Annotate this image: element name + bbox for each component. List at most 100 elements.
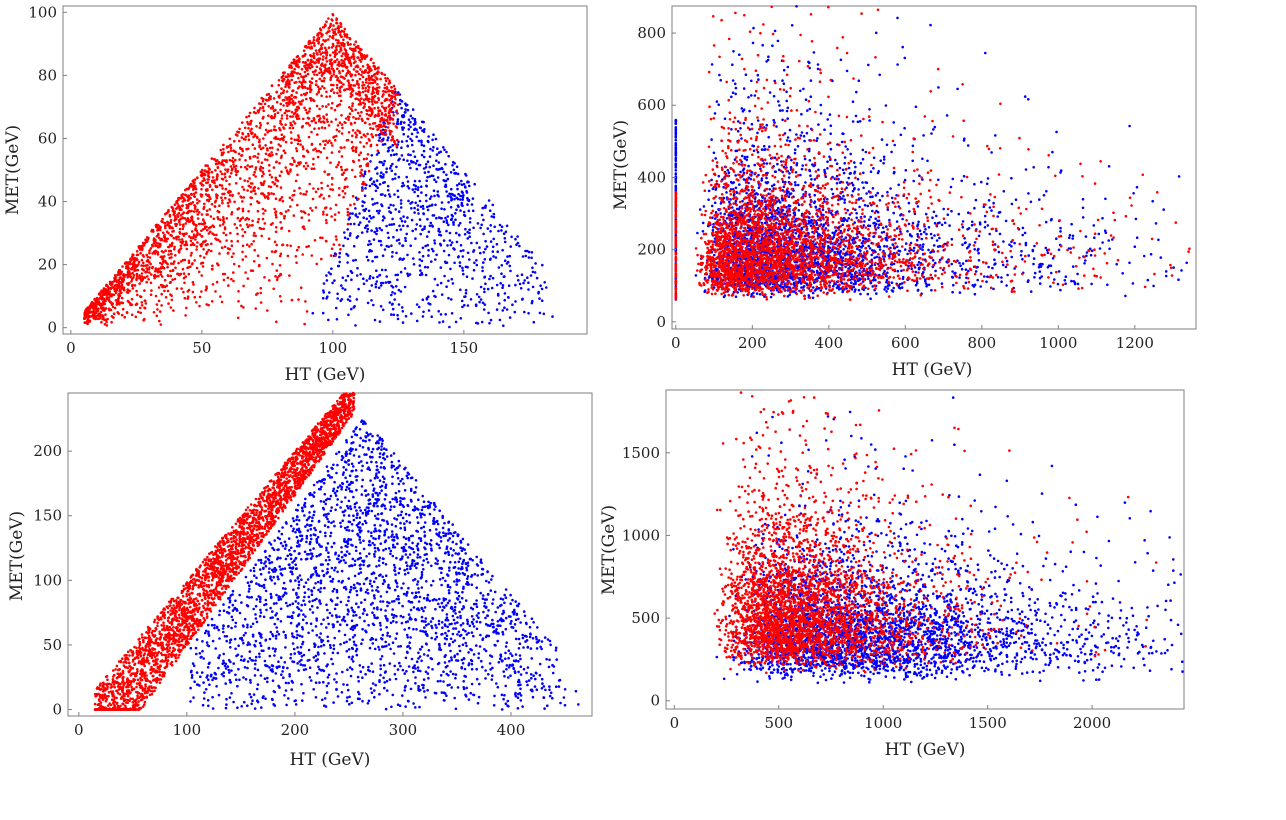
blue-data-point bbox=[415, 185, 418, 188]
blue-data-point bbox=[398, 210, 401, 213]
red-data-point bbox=[205, 285, 208, 288]
blue-data-point bbox=[368, 210, 371, 213]
blue-data-point bbox=[406, 225, 409, 228]
red-data-point bbox=[159, 262, 162, 265]
blue-data-point bbox=[801, 131, 804, 134]
red-data-point bbox=[271, 263, 274, 266]
red-data-point bbox=[226, 170, 229, 173]
blue-data-point bbox=[872, 187, 875, 190]
red-data-point bbox=[228, 183, 231, 186]
red-data-point bbox=[305, 92, 308, 95]
blue-data-point bbox=[423, 150, 426, 153]
blue-data-point bbox=[959, 291, 962, 294]
red-data-point bbox=[314, 61, 317, 64]
red-data-point bbox=[271, 222, 274, 225]
blue-data-point bbox=[448, 326, 451, 329]
red-data-point bbox=[183, 272, 186, 275]
blue-data-point bbox=[380, 305, 383, 308]
red-data-point bbox=[291, 199, 294, 202]
blue-data-point bbox=[531, 251, 534, 254]
red-data-point bbox=[332, 188, 335, 191]
blue-data-point bbox=[1055, 131, 1058, 134]
blue-data-point bbox=[431, 149, 434, 152]
red-data-point bbox=[362, 65, 365, 68]
red-data-point bbox=[237, 290, 240, 293]
red-data-point bbox=[236, 227, 239, 230]
red-data-point bbox=[247, 135, 250, 138]
red-data-point bbox=[289, 127, 292, 130]
blue-data-point bbox=[519, 283, 522, 286]
red-data-point bbox=[292, 103, 295, 106]
blue-data-point bbox=[861, 242, 864, 245]
blue-data-point bbox=[361, 200, 364, 203]
blue-data-point bbox=[440, 313, 443, 316]
red-data-point bbox=[184, 217, 187, 220]
red-data-point bbox=[320, 35, 323, 38]
red-data-point bbox=[393, 105, 396, 108]
red-data-point bbox=[168, 226, 171, 229]
blue-data-point bbox=[735, 87, 738, 90]
red-data-point bbox=[190, 217, 193, 220]
red-data-point bbox=[300, 94, 303, 97]
red-data-point bbox=[283, 149, 286, 152]
red-data-point bbox=[316, 53, 319, 56]
red-data-point bbox=[336, 79, 339, 82]
red-data-point bbox=[275, 244, 278, 247]
blue-data-point bbox=[765, 177, 768, 180]
blue-data-point bbox=[912, 180, 915, 183]
blue-data-point bbox=[511, 303, 514, 306]
red-data-point bbox=[340, 75, 343, 78]
red-data-point bbox=[294, 71, 297, 74]
blue-data-point bbox=[912, 249, 915, 252]
red-data-point bbox=[173, 210, 176, 213]
red-data-point bbox=[206, 209, 209, 212]
red-data-point bbox=[321, 62, 324, 65]
red-data-point bbox=[257, 218, 260, 221]
red-data-point bbox=[276, 101, 279, 104]
red-data-point bbox=[127, 266, 130, 269]
blue-data-point bbox=[731, 206, 734, 209]
red-data-point bbox=[334, 139, 337, 142]
red-data-point bbox=[356, 129, 359, 132]
blue-data-point bbox=[431, 139, 434, 142]
blue-data-point bbox=[834, 159, 837, 162]
red-data-point bbox=[196, 245, 199, 248]
blue-data-point bbox=[483, 251, 486, 254]
blue-data-point bbox=[323, 282, 326, 285]
red-data-point bbox=[309, 207, 312, 210]
red-data-point bbox=[321, 51, 324, 54]
red-data-point bbox=[123, 316, 126, 319]
red-data-point bbox=[222, 273, 225, 276]
red-data-point bbox=[234, 159, 237, 162]
red-data-point bbox=[357, 98, 360, 101]
red-data-point bbox=[230, 147, 233, 150]
red-data-point bbox=[275, 153, 278, 156]
red-data-point bbox=[377, 71, 380, 74]
red-data-point bbox=[307, 117, 310, 120]
red-data-point bbox=[324, 207, 327, 210]
red-data-point bbox=[274, 177, 277, 180]
blue-data-point bbox=[1072, 235, 1075, 238]
red-data-point bbox=[277, 111, 280, 114]
red-data-point bbox=[361, 173, 364, 176]
red-data-point bbox=[256, 156, 259, 159]
red-data-point bbox=[354, 60, 357, 63]
red-data-point bbox=[308, 110, 311, 113]
red-data-point bbox=[346, 57, 349, 60]
blue-data-point bbox=[406, 159, 409, 162]
blue-data-point bbox=[344, 236, 347, 239]
blue-data-point bbox=[962, 226, 965, 229]
blue-data-point bbox=[541, 264, 544, 267]
red-data-point bbox=[315, 49, 318, 52]
blue-data-point bbox=[379, 183, 382, 186]
red-data-point bbox=[154, 267, 157, 270]
red-data-point bbox=[335, 19, 338, 22]
red-data-point bbox=[384, 83, 387, 86]
red-data-point bbox=[163, 234, 166, 237]
red-data-point bbox=[303, 86, 306, 89]
red-data-point bbox=[157, 253, 160, 256]
blue-data-point bbox=[861, 181, 864, 184]
red-data-point bbox=[270, 129, 273, 132]
red-data-point bbox=[392, 122, 395, 125]
blue-data-point bbox=[359, 273, 362, 276]
